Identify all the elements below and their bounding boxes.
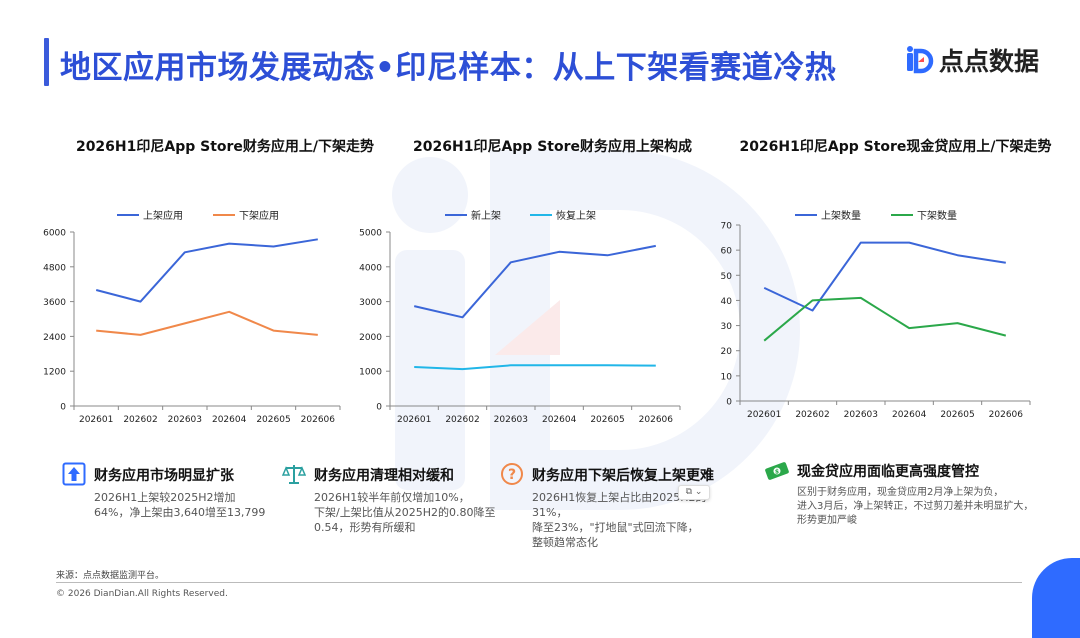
chart-3-title: 2026H1印尼App Store现金贷应用上/下架走势 xyxy=(739,139,1052,155)
page-title: 地区应用市场发展动态•印尼样本：从上下架看赛道冷热 xyxy=(60,50,837,86)
question-circle-icon: ? xyxy=(501,463,523,485)
y-tick-label: 40 xyxy=(721,297,733,307)
series-line-1 xyxy=(95,238,318,303)
y-tick-label: 0 xyxy=(376,403,382,413)
y-tick-label: 5000 xyxy=(359,229,382,239)
series-line-2 xyxy=(96,310,318,336)
legend-label: 下架数量 xyxy=(917,209,957,222)
x-tick-label: 202601 xyxy=(747,410,781,420)
y-tick-label: 0 xyxy=(726,398,732,408)
x-tick-label: 202606 xyxy=(989,410,1024,420)
legend-label: 恢复上架 xyxy=(556,209,596,222)
x-tick-label: 202606 xyxy=(301,415,336,425)
legend-label: 上架数量 xyxy=(821,209,861,222)
series-line-2 xyxy=(763,296,1007,342)
insight-body: 区别于财务应用，现金贷应用2月净上架为负， 进入3月后，净上架转正，不过剪刀差并… xyxy=(797,487,1034,526)
chart-finance-listing-trend: 上架应用 下架应用 0 1200 2400 3600 4800 6000 202601 20260… xyxy=(43,209,341,425)
brand-logo: 点点数据 xyxy=(905,42,1039,78)
copy-button[interactable]: ⧉ ⌄ xyxy=(678,485,710,500)
x-tick-label: 202603 xyxy=(844,410,878,420)
y-tick-label: 60 xyxy=(721,247,733,257)
insight-title: 财务应用清理相对缓和 xyxy=(314,468,454,484)
y-tick-label: 70 xyxy=(721,222,733,232)
x-tick-label: 202601 xyxy=(397,415,431,425)
footer-divider xyxy=(56,582,1022,583)
chart-1-legend: 上架应用 下架应用 xyxy=(117,209,279,222)
series-line-1 xyxy=(763,241,1006,312)
x-tick-label: 202604 xyxy=(542,415,577,425)
y-tick-label: 10 xyxy=(721,372,733,382)
source-note: 来源：点点数据监测平台。 xyxy=(56,571,165,581)
svg-text:$: $ xyxy=(775,469,779,476)
y-tick-label: 4800 xyxy=(43,263,66,273)
x-tick-label: 202606 xyxy=(639,415,674,425)
insight-cleanup-easing: 财务应用清理相对缓和 2026H1较半年前仅增加10%， 下架/上架比值从202… xyxy=(282,462,512,534)
insight-body: 2026H1上架较2025H2增加 64%，净上架由3,640增至13,799 xyxy=(94,491,266,519)
series-line-2 xyxy=(414,364,656,371)
y-tick-label: 20 xyxy=(721,347,733,357)
x-tick-label: 202605 xyxy=(256,415,290,425)
insight-title: 财务应用市场明显扩张 xyxy=(94,468,234,484)
x-tick-label: 202601 xyxy=(79,415,113,425)
legend-label: 下架应用 xyxy=(239,209,279,222)
insight-title: 财务应用下架后恢复上架更难 xyxy=(532,468,714,484)
x-tick-label: 202605 xyxy=(940,410,974,420)
x-tick-label: 202602 xyxy=(795,410,829,420)
insight-body: 2026H1恢复上架占比由2025H2的31%， 降至23%，"打地鼠"式回流下… xyxy=(532,491,707,549)
insight-cashloan-regulation: $ 现金贷应用面临更高强度管控 区别于财务应用，现金贷应用2月净上架为负， 进入… xyxy=(765,458,1065,528)
y-tick-label: 2400 xyxy=(43,333,66,343)
upload-arrow-icon xyxy=(62,462,86,486)
y-tick-label: 30 xyxy=(721,322,733,332)
insight-market-expansion: 财务应用市场明显扩张 2026H1上架较2025H2增加 64%，净上架由3,6… xyxy=(62,462,282,522)
y-tick-label: 1200 xyxy=(43,368,66,378)
balance-scale-icon xyxy=(282,465,306,484)
chart-cashloan-listing-trend: 上架数量 下架数量 0 10 20 30 40 50 60 70 202601 202602 20260… xyxy=(721,209,1031,420)
x-tick-label: 202604 xyxy=(212,415,247,425)
copyright-text: © 2026 DianDian.All Rights Reserved. xyxy=(56,589,228,599)
y-tick-label: 50 xyxy=(721,272,733,282)
chart-1-title: 2026H1印尼App Store财务应用上/下架走势 xyxy=(75,139,375,155)
legend-label: 上架应用 xyxy=(143,209,183,222)
y-tick-label: 4000 xyxy=(359,263,382,273)
x-tick-label: 202604 xyxy=(892,410,927,420)
diandian-logo-icon xyxy=(907,46,934,74)
chart-finance-listing-composition: 新上架 恢复上架 0 1000 2000 3000 4000 5000 202601 202602… xyxy=(359,209,681,425)
chart-2-legend: 新上架 恢复上架 xyxy=(445,209,596,222)
svg-text:?: ? xyxy=(508,467,516,483)
y-tick-label: 6000 xyxy=(43,229,66,239)
y-tick-label: 3600 xyxy=(43,298,66,308)
x-tick-label: 202602 xyxy=(123,415,157,425)
title-accent-bar xyxy=(44,38,49,86)
series-line-1 xyxy=(413,244,656,319)
legend-label: 新上架 xyxy=(471,209,501,222)
insight-title: 现金贷应用面临更高强度管控 xyxy=(797,464,979,480)
corner-decoration xyxy=(1032,558,1080,638)
insight-relisting-harder: ? 财务应用下架后恢复上架更难 2026H1恢复上架占比由2025H2的31%，… xyxy=(500,462,740,549)
money-bill-icon: $ xyxy=(765,462,789,480)
y-tick-label: 0 xyxy=(60,403,66,413)
logo-text: 点点数据 xyxy=(939,47,1040,76)
x-tick-label: 202602 xyxy=(445,415,479,425)
y-tick-label: 2000 xyxy=(359,333,382,343)
chart-2-title: 2026H1印尼App Store财务应用上架构成 xyxy=(413,139,692,155)
insight-body: 2026H1较半年前仅增加10%， 下架/上架比值从2025H2的0.80降至 … xyxy=(314,491,496,534)
y-tick-label: 3000 xyxy=(359,298,382,308)
x-tick-label: 202603 xyxy=(168,415,202,425)
y-tick-label: 1000 xyxy=(359,368,382,378)
x-tick-label: 202603 xyxy=(494,415,528,425)
chart-3-legend: 上架数量 下架数量 xyxy=(795,209,957,222)
x-tick-label: 202605 xyxy=(590,415,624,425)
